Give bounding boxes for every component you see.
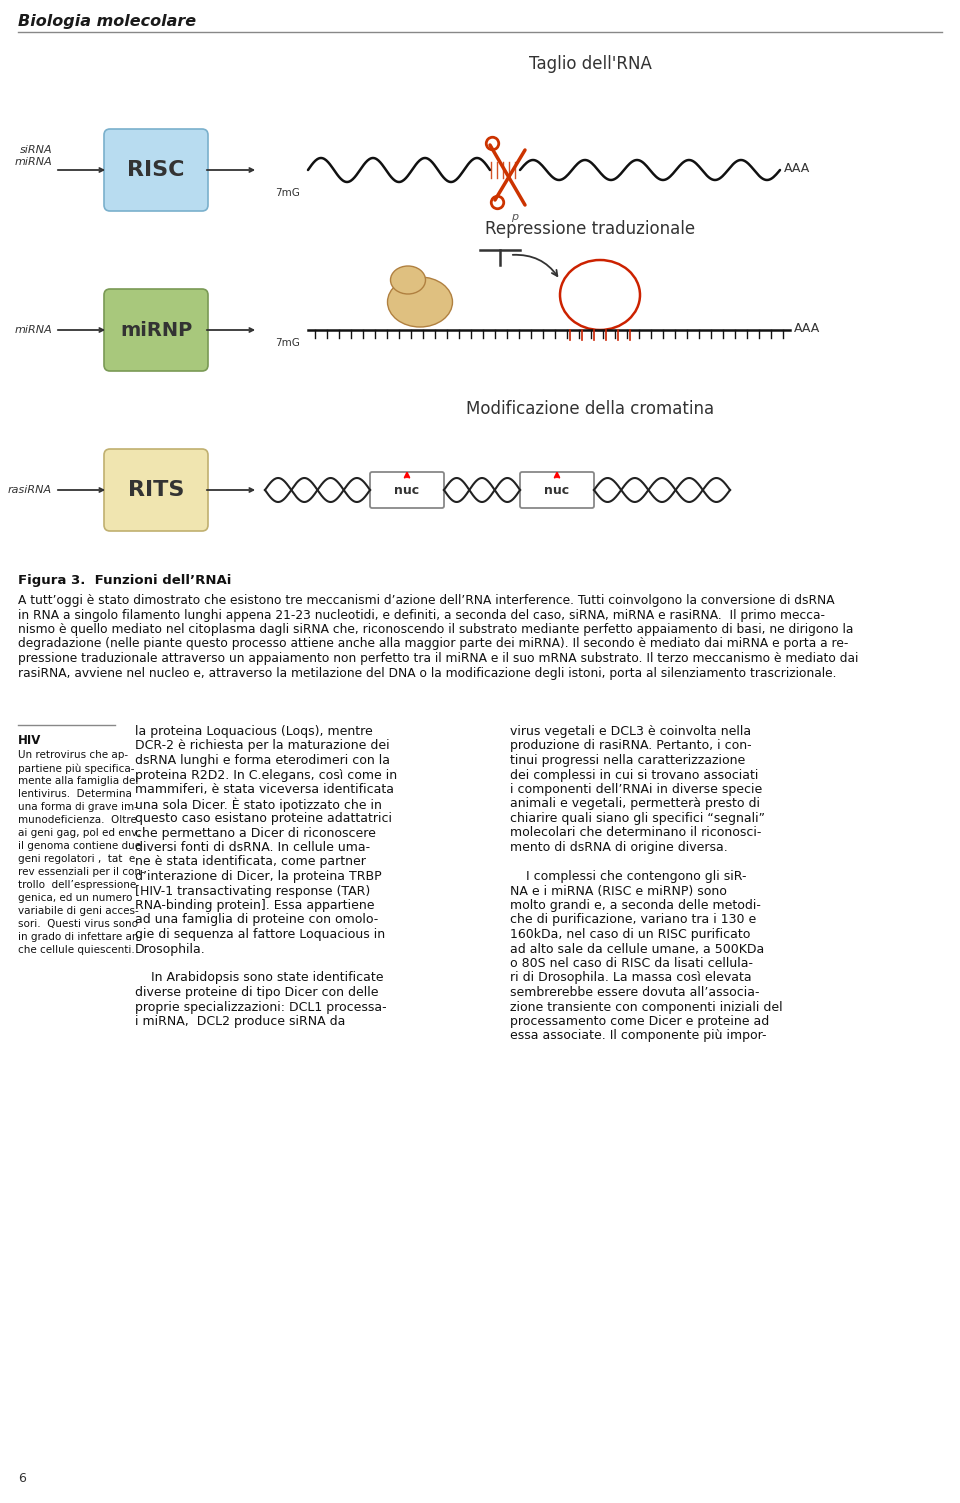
Text: virus vegetali e DCL3 è coinvolta nella: virus vegetali e DCL3 è coinvolta nella xyxy=(510,724,751,738)
Text: sembrerebbe essere dovuta all’associa-: sembrerebbe essere dovuta all’associa- xyxy=(510,986,759,999)
Text: nuc: nuc xyxy=(395,484,420,496)
Text: processamento come Dicer e proteine ad: processamento come Dicer e proteine ad xyxy=(510,1015,769,1028)
Text: variabile di geni acces-: variabile di geni acces- xyxy=(18,906,139,915)
Text: miRNP: miRNP xyxy=(120,320,192,340)
Text: i componenti dell’RNAi in diverse specie: i componenti dell’RNAi in diverse specie xyxy=(510,783,762,797)
Text: miRNA: miRNA xyxy=(14,325,52,335)
Text: questo caso esistano proteine adattatrici: questo caso esistano proteine adattatric… xyxy=(135,812,392,825)
Text: ad una famiglia di proteine con omolo-: ad una famiglia di proteine con omolo- xyxy=(135,914,378,926)
Text: HIV: HIV xyxy=(18,733,41,747)
FancyBboxPatch shape xyxy=(104,289,208,371)
Text: NA e i miRNA (RISC e miRNP) sono: NA e i miRNA (RISC e miRNP) sono xyxy=(510,884,727,897)
Text: in grado di infettare an-: in grado di infettare an- xyxy=(18,932,142,942)
Text: pressione traduzionale attraverso un appaiamento non perfetto tra il miRNA e il : pressione traduzionale attraverso un app… xyxy=(18,652,858,664)
Text: mento di dsRNA di origine diversa.: mento di dsRNA di origine diversa. xyxy=(510,842,728,854)
Text: chiarire quali siano gli specifici “segnali”: chiarire quali siano gli specifici “segn… xyxy=(510,812,765,825)
FancyBboxPatch shape xyxy=(104,129,208,210)
Text: rev essenziali per il con-: rev essenziali per il con- xyxy=(18,867,145,876)
Text: mammiferi, è stata viceversa identificata: mammiferi, è stata viceversa identificat… xyxy=(135,783,394,797)
Text: Drosophila.: Drosophila. xyxy=(135,942,205,956)
Text: RITS: RITS xyxy=(128,479,184,500)
Text: geni regolatori ,  tat  e: geni regolatori , tat e xyxy=(18,854,135,864)
Text: che cellule quiescenti.: che cellule quiescenti. xyxy=(18,945,134,954)
Text: una forma di grave im-: una forma di grave im- xyxy=(18,803,138,812)
Text: d’interazione di Dicer, la proteina TRBP: d’interazione di Dicer, la proteina TRBP xyxy=(135,870,382,882)
Text: p: p xyxy=(512,212,518,222)
Text: DCR-2 è richiesta per la maturazione dei: DCR-2 è richiesta per la maturazione dei xyxy=(135,739,390,753)
Text: molecolari che determinano il riconosci-: molecolari che determinano il riconosci- xyxy=(510,827,761,840)
Text: zione transiente con componenti iniziali del: zione transiente con componenti iniziali… xyxy=(510,1001,782,1013)
Text: 160kDa, nel caso di un RISC purificato: 160kDa, nel caso di un RISC purificato xyxy=(510,927,751,941)
Text: siRNA
miRNA: siRNA miRNA xyxy=(14,144,52,167)
Text: Modificazione della cromatina: Modificazione della cromatina xyxy=(466,400,714,418)
Text: 7mG: 7mG xyxy=(275,338,300,349)
Text: rasiRNA, avviene nel nucleo e, attraverso la metilazione del DNA o la modificazi: rasiRNA, avviene nel nucleo e, attravers… xyxy=(18,666,836,679)
Text: I complessi che contengono gli siR-: I complessi che contengono gli siR- xyxy=(510,870,747,882)
Text: Un retrovirus che ap-: Un retrovirus che ap- xyxy=(18,750,128,761)
Text: tinui progressi nella caratterizzazione: tinui progressi nella caratterizzazione xyxy=(510,755,745,767)
Text: dsRNA lunghi e forma eterodimeri con la: dsRNA lunghi e forma eterodimeri con la xyxy=(135,755,390,767)
Text: In Arabidopsis sono state identificate: In Arabidopsis sono state identificate xyxy=(135,971,383,984)
Text: proteina R2D2. In C.elegans, così come in: proteina R2D2. In C.elegans, così come i… xyxy=(135,768,397,782)
Text: munodeficienza.  Oltre: munodeficienza. Oltre xyxy=(18,815,137,825)
Text: RNA-binding protein]. Essa appartiene: RNA-binding protein]. Essa appartiene xyxy=(135,899,374,912)
Text: ai geni gag, pol ed env,: ai geni gag, pol ed env, xyxy=(18,828,141,839)
Text: nuc: nuc xyxy=(544,484,569,496)
Text: genica, ed un numero: genica, ed un numero xyxy=(18,893,132,903)
Text: che di purificazione, variano tra i 130 e: che di purificazione, variano tra i 130 … xyxy=(510,914,756,926)
Text: ad alto sale da cellule umane, a 500KDa: ad alto sale da cellule umane, a 500KDa xyxy=(510,942,764,956)
Text: mente alla famiglia dei: mente alla famiglia dei xyxy=(18,776,138,786)
Text: lentivirus.  Determina: lentivirus. Determina xyxy=(18,789,132,800)
FancyBboxPatch shape xyxy=(370,472,444,508)
Text: Repressione traduzionale: Repressione traduzionale xyxy=(485,219,695,237)
Text: ne è stata identificata, come partner: ne è stata identificata, come partner xyxy=(135,855,366,869)
Text: il genoma contiene due: il genoma contiene due xyxy=(18,842,141,851)
Text: Figura 3.  Funzioni dell’RNAi: Figura 3. Funzioni dell’RNAi xyxy=(18,574,231,588)
Text: animali e vegetali, permetterà presto di: animali e vegetali, permetterà presto di xyxy=(510,798,760,810)
Text: molto grandi e, a seconda delle metodi-: molto grandi e, a seconda delle metodi- xyxy=(510,899,761,912)
Text: diversi fonti di dsRNA. In cellule uma-: diversi fonti di dsRNA. In cellule uma- xyxy=(135,842,371,854)
Text: proprie specializzazioni: DCL1 processa-: proprie specializzazioni: DCL1 processa- xyxy=(135,1001,387,1013)
Text: Taglio dell'RNA: Taglio dell'RNA xyxy=(529,56,652,74)
Text: AAA: AAA xyxy=(794,322,820,335)
Text: Biologia molecolare: Biologia molecolare xyxy=(18,14,196,29)
Text: gie di sequenza al fattore Loquacious in: gie di sequenza al fattore Loquacious in xyxy=(135,927,385,941)
Text: o 80S nel caso di RISC da lisati cellula-: o 80S nel caso di RISC da lisati cellula… xyxy=(510,957,753,969)
FancyBboxPatch shape xyxy=(104,449,208,531)
Text: ri di Drosophila. La massa così elevata: ri di Drosophila. La massa così elevata xyxy=(510,971,752,984)
Text: una sola Dicer. È stato ipotizzato che in: una sola Dicer. È stato ipotizzato che i… xyxy=(135,798,382,812)
Text: rasiRNA: rasiRNA xyxy=(8,485,52,494)
Text: degradazione (nelle piante questo processo attiene anche alla maggior parte dei : degradazione (nelle piante questo proces… xyxy=(18,637,849,651)
Text: 7mG: 7mG xyxy=(275,188,300,198)
Text: AAA: AAA xyxy=(784,161,810,174)
Text: diverse proteine di tipo Dicer con delle: diverse proteine di tipo Dicer con delle xyxy=(135,986,378,999)
Ellipse shape xyxy=(388,277,452,328)
Text: i miRNA,  DCL2 produce siRNA da: i miRNA, DCL2 produce siRNA da xyxy=(135,1015,346,1028)
Text: la proteina Loquacious (Loqs), mentre: la proteina Loquacious (Loqs), mentre xyxy=(135,724,372,738)
Text: sori.  Questi virus sono: sori. Questi virus sono xyxy=(18,918,138,929)
Ellipse shape xyxy=(391,266,425,295)
FancyBboxPatch shape xyxy=(520,472,594,508)
Text: [HIV-1 transactivating response (TAR): [HIV-1 transactivating response (TAR) xyxy=(135,884,371,897)
Text: trollo  dell’espressione: trollo dell’espressione xyxy=(18,879,136,890)
Text: RISC: RISC xyxy=(128,159,184,180)
Text: produzione di rasiRNA. Pertanto, i con-: produzione di rasiRNA. Pertanto, i con- xyxy=(510,739,752,753)
Text: partiene più specifica-: partiene più specifica- xyxy=(18,764,134,774)
Text: che permettano a Dicer di riconoscere: che permettano a Dicer di riconoscere xyxy=(135,827,376,840)
Text: A tutt’oggi è stato dimostrato che esistono tre meccanismi d’azione dell’RNA int: A tutt’oggi è stato dimostrato che esist… xyxy=(18,594,834,607)
Text: nismo è quello mediato nel citoplasma dagli siRNA che, riconoscendo il substrato: nismo è quello mediato nel citoplasma da… xyxy=(18,624,853,636)
Text: essa associate. Il componente più impor-: essa associate. Il componente più impor- xyxy=(510,1030,766,1043)
Text: in RNA a singolo filamento lunghi appena 21-23 nucleotidi, e definiti, a seconda: in RNA a singolo filamento lunghi appena… xyxy=(18,609,825,622)
Text: dei complessi in cui si trovano associati: dei complessi in cui si trovano associat… xyxy=(510,768,758,782)
Text: 6: 6 xyxy=(18,1471,26,1485)
